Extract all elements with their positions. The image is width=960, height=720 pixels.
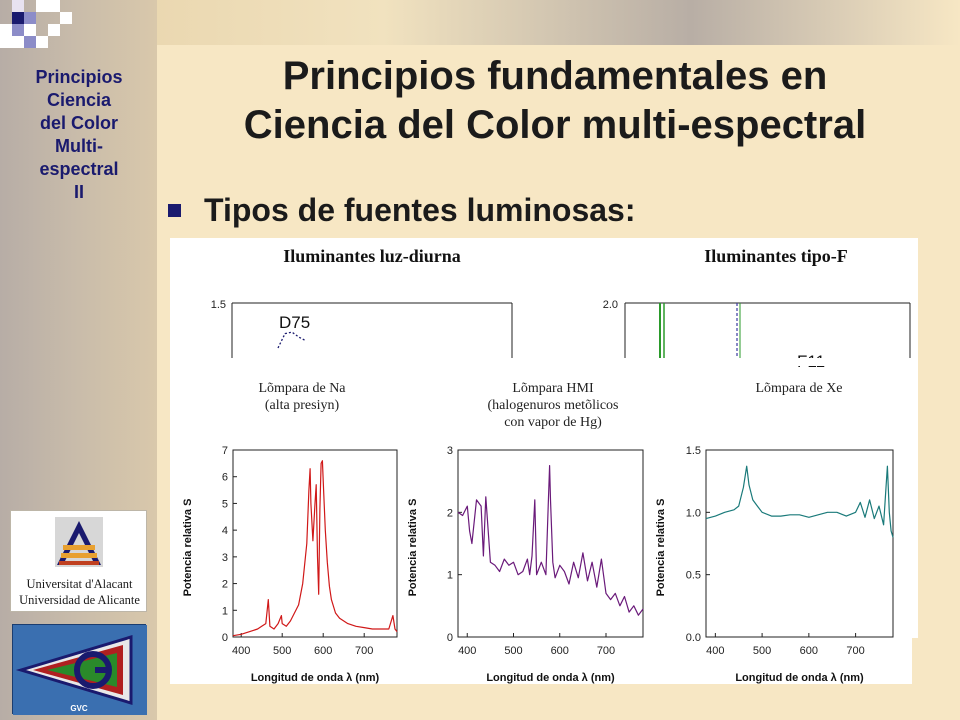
- ytick-daylight: 1.5: [211, 299, 226, 311]
- university-name-line2: Universidad de Alicante: [19, 593, 140, 607]
- xtick-label-xe: 700: [846, 645, 864, 657]
- annotation-d75: D75: [279, 313, 310, 332]
- ytick-label-na: 6: [222, 472, 228, 484]
- xtick-label-xe: 600: [800, 645, 818, 657]
- bullet-text: Tipos de fuentes luminosas:: [204, 192, 636, 228]
- chart-subtitle-hmi: (halogenuros metõlicos: [487, 398, 618, 413]
- xtick-label-hmi: 700: [597, 645, 615, 657]
- xlabel-hmi: Longitud de onda λ (nm): [486, 672, 615, 684]
- ytick-label-na: 1: [222, 605, 228, 617]
- slide-title-line: Ciencia del Color multi-espectral: [243, 103, 867, 147]
- ytick-label-na: 5: [222, 498, 228, 510]
- sidebar-course-title: Principios Ciencia del Color Multi- espe…: [8, 66, 150, 204]
- top-banner: [0, 0, 960, 45]
- ytick-label-xe: 1.5: [686, 445, 701, 457]
- ylabel-na: Potencia relativa S: [182, 499, 194, 597]
- sidebar-title-line: Principios: [35, 67, 123, 87]
- ytick-label-hmi: 3: [447, 445, 453, 457]
- ytick-label-hmi: 0: [447, 632, 453, 644]
- xtick-label-na: 700: [355, 645, 373, 657]
- xtick-label-hmi: 500: [504, 645, 522, 657]
- slide-title-line: Principios fundamentales en: [282, 54, 828, 98]
- university-emblem-icon: [55, 517, 103, 567]
- plot-frame-hmi: [457, 449, 644, 638]
- xtick-label-na: 600: [314, 645, 332, 657]
- plot-frame-xe: [705, 449, 894, 638]
- university-name-line1: Universitat d'Alacant: [26, 577, 133, 591]
- plot-frame-na: [232, 449, 398, 638]
- ytick-label-xe: 1.0: [686, 507, 701, 519]
- ytick-label-xe: 0.0: [686, 632, 701, 644]
- ytick-label-na: 4: [222, 525, 228, 537]
- gvc-logo-icon: GVC: [13, 625, 147, 715]
- ytick-label-na: 3: [222, 552, 228, 564]
- ytick-label-hmi: 1: [447, 570, 453, 582]
- sidebar-title-line: II: [73, 182, 84, 202]
- sidebar-title-line: Multi-: [55, 136, 103, 156]
- chart-title-xe: Lõmpara de Xe: [755, 381, 842, 396]
- ytick-label-xe: 0.5: [686, 570, 701, 582]
- chart-title-hmi: Lõmpara HMI: [512, 381, 594, 396]
- xlabel-na: Longitud de onda λ (nm): [251, 672, 380, 684]
- xtick-label-na: 500: [273, 645, 291, 657]
- research-group-logo: GVC: [12, 624, 147, 715]
- figure-panel: [170, 238, 918, 638]
- ytick-label-hmi: 2: [447, 507, 453, 519]
- sidebar: Principios Ciencia del Color Multi- espe…: [0, 0, 157, 720]
- xtick-label-na: 400: [232, 645, 250, 657]
- figure-panel-bottom: [170, 636, 912, 684]
- xtick-label-xe: 400: [706, 645, 724, 657]
- series-line-na: [232, 460, 398, 637]
- xtick-label-xe: 500: [753, 645, 771, 657]
- gvc-letters: GVC: [70, 704, 88, 713]
- ytick-label-na: 7: [222, 445, 228, 457]
- xtick-label-hmi: 600: [551, 645, 569, 657]
- sidebar-title-line: espectral: [39, 159, 119, 179]
- xtick-label-hmi: 400: [458, 645, 476, 657]
- chart-title-ftype: Iluminantes tipo-F: [704, 246, 848, 266]
- chart-subtitle2-hmi: con vapor de Hg): [504, 415, 602, 430]
- series-line-hmi: [457, 465, 644, 616]
- sidebar-title-line: del Color: [39, 113, 118, 133]
- university-logo: Universitat d'Alacant Universidad de Ali…: [10, 510, 147, 612]
- series-line-xe: [705, 465, 894, 538]
- decorative-squares: [0, 0, 90, 60]
- ylabel-hmi: Potencia relativa S: [407, 499, 419, 597]
- slide-title: Principios fundamentales en Ciencia del …: [160, 52, 950, 150]
- ylabel-xe: Potencia relativa S: [655, 499, 667, 597]
- ytick-ftype: 2.0: [603, 299, 618, 311]
- ytick-label-na: 0: [222, 632, 228, 644]
- sidebar-title-line: Ciencia: [46, 90, 112, 110]
- series-line-d75: [277, 331, 307, 349]
- xlabel-xe: Longitud de onda λ (nm): [735, 672, 864, 684]
- ytick-label-na: 2: [222, 579, 228, 591]
- chart-title-na: Lõmpara de Na: [258, 381, 346, 396]
- bullet-square-icon: [168, 204, 181, 217]
- chart-subtitle-na: (alta presiyn): [265, 398, 340, 413]
- overlay-cover: [170, 358, 918, 366]
- chart-title-daylight: Iluminantes luz-diurna: [283, 246, 461, 266]
